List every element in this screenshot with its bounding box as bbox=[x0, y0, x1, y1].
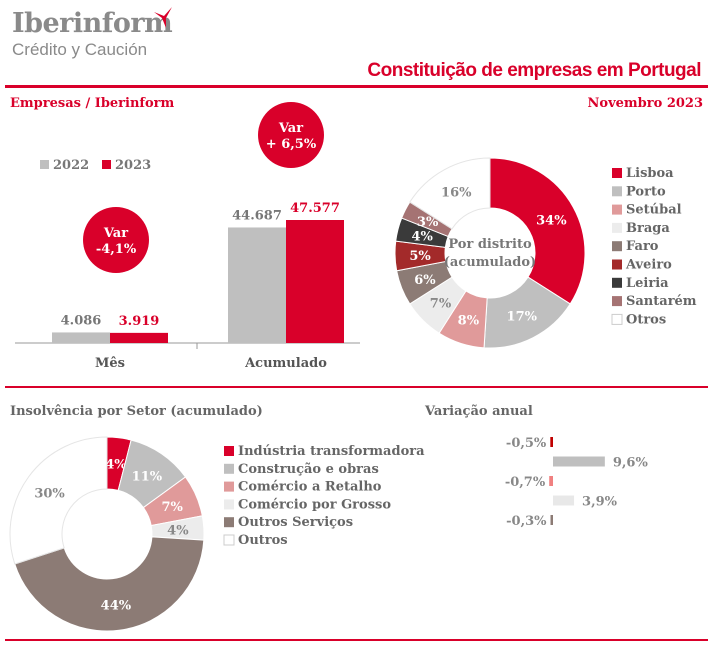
district-slice-label: 8% bbox=[458, 314, 480, 329]
legend-label: Comércio a Retalho bbox=[238, 480, 382, 495]
variation-label: Var bbox=[278, 121, 303, 136]
legend-swatch bbox=[612, 186, 622, 197]
legend-swatch bbox=[612, 277, 622, 288]
legend-label: 2023 bbox=[115, 158, 151, 173]
district-slice-label: 16% bbox=[441, 186, 472, 201]
date-label: Novembro 2023 bbox=[587, 96, 703, 111]
legend-swatch bbox=[611, 313, 623, 325]
variation-bar-label: -0,5% bbox=[506, 436, 547, 451]
legend-label: Faro bbox=[626, 239, 659, 254]
legend-swatch bbox=[102, 160, 111, 169]
district-slice bbox=[409, 157, 491, 230]
legend-label: Santarém bbox=[626, 294, 697, 309]
sector-slice-label: 4% bbox=[167, 524, 189, 539]
district-slice-label: 4% bbox=[411, 230, 433, 245]
legend-swatch bbox=[612, 241, 622, 252]
divider bbox=[5, 85, 708, 88]
bar-2022 bbox=[52, 332, 110, 343]
sector-slice-label: 11% bbox=[132, 469, 163, 484]
legend-label: Comércio por Grosso bbox=[238, 497, 391, 512]
bar-2022 bbox=[228, 227, 286, 343]
bar-value-label: 3.919 bbox=[119, 314, 160, 329]
legend-label: Outros bbox=[238, 533, 288, 548]
variation-bar bbox=[549, 476, 553, 486]
district-slice-label: 17% bbox=[507, 309, 538, 324]
bar-value-label: 4.086 bbox=[61, 313, 102, 328]
legend-label: Setúbal bbox=[626, 203, 682, 218]
legend-label: Otros bbox=[626, 312, 666, 327]
variation-bar bbox=[553, 456, 605, 467]
legend-swatch bbox=[224, 499, 234, 510]
district-slice-label: 5% bbox=[409, 249, 431, 264]
category-label: Acumulado bbox=[244, 356, 327, 371]
page-title: Constituição de empresas em Portugal bbox=[367, 60, 701, 81]
legend-label: Porto bbox=[626, 184, 666, 199]
variation-badge bbox=[258, 102, 324, 168]
sector-slice-label: 4% bbox=[105, 458, 127, 473]
sector-slice-label: 30% bbox=[34, 486, 65, 501]
district-slice-label: 6% bbox=[414, 273, 436, 288]
donut-center-label: (acumulado) bbox=[444, 255, 536, 270]
legend-swatch bbox=[224, 446, 234, 456]
sector-slice-label: 7% bbox=[161, 500, 183, 515]
bar-2023 bbox=[286, 220, 344, 343]
variation-bar-label: 3,9% bbox=[582, 495, 618, 510]
sector-title: Insolvência por Setor (acumulado) bbox=[10, 404, 263, 419]
variation-title: Variação anual bbox=[425, 404, 533, 419]
district-slice-label: 3% bbox=[417, 215, 439, 230]
logo-subtitle: Crédito y Caución bbox=[12, 40, 148, 59]
variation-label: Var bbox=[103, 226, 128, 241]
variation-bar-label: 9,6% bbox=[613, 456, 649, 471]
variation-badge bbox=[83, 207, 149, 273]
variation-bar-label: -0,7% bbox=[505, 475, 546, 490]
bar-value-label: 44.687 bbox=[232, 208, 282, 223]
logo-arrow-icon bbox=[154, 7, 172, 28]
legend-label: Braga bbox=[626, 221, 670, 236]
legend-label: 2022 bbox=[53, 158, 89, 173]
donut-center-label: Por distrito bbox=[448, 237, 532, 252]
legend-label: Leiria bbox=[626, 276, 669, 291]
category-label: Mês bbox=[95, 356, 125, 371]
variation-bar bbox=[553, 495, 575, 506]
variation-bar-label: -0,3% bbox=[506, 514, 547, 529]
legend-label: Outros Serviços bbox=[238, 515, 353, 530]
legend-swatch bbox=[224, 481, 234, 492]
legend-swatch bbox=[223, 534, 235, 546]
legend-swatch bbox=[612, 259, 622, 270]
legend-swatch bbox=[612, 168, 622, 178]
legend-label: Lisboa bbox=[626, 166, 674, 181]
legend-swatch bbox=[224, 463, 234, 474]
bar-value-label: 47.577 bbox=[290, 201, 340, 216]
divider bbox=[5, 639, 708, 641]
legend-swatch bbox=[40, 160, 49, 169]
legend-swatch bbox=[224, 517, 234, 528]
legend-swatch bbox=[612, 204, 622, 215]
variation-value: -4,1% bbox=[96, 242, 137, 257]
legend-swatch bbox=[612, 296, 622, 307]
variation-bar bbox=[550, 437, 553, 447]
logo-name: Iberinform bbox=[12, 8, 173, 39]
bar-2023 bbox=[110, 332, 168, 343]
variation-value: + 6,5% bbox=[266, 137, 317, 152]
divider bbox=[5, 386, 708, 388]
sector-slice bbox=[9, 436, 108, 565]
sector-slice-label: 44% bbox=[101, 598, 132, 613]
legend-swatch bbox=[612, 222, 622, 233]
sector-slice bbox=[14, 536, 205, 632]
district-slice-label: 34% bbox=[536, 213, 567, 228]
variation-bar bbox=[550, 515, 553, 525]
legend-label: Aveiro bbox=[625, 258, 672, 273]
district-slice-label: 7% bbox=[430, 296, 452, 311]
section-label: Empresas / Iberinform bbox=[10, 96, 175, 111]
district-slice bbox=[489, 157, 586, 305]
legend-label: Indústria transformadora bbox=[238, 444, 425, 459]
legend-label: Construção e obras bbox=[238, 462, 379, 477]
